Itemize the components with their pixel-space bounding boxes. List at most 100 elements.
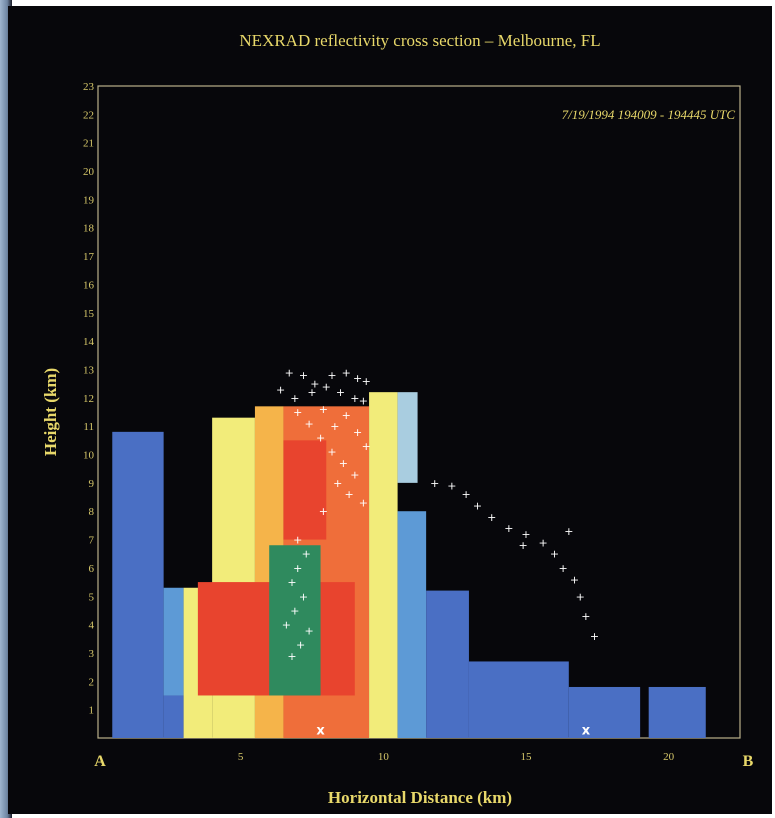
ground-marker-0: x xyxy=(316,723,325,738)
y-tick-label-22: 22 xyxy=(83,109,94,121)
lightning-point-28: + xyxy=(319,505,328,518)
y-tick-label-9: 9 xyxy=(89,478,95,490)
y-tick-label-20: 20 xyxy=(83,166,95,178)
lightning-point-29: + xyxy=(293,534,302,547)
lightning-point-21: + xyxy=(316,432,325,445)
y-tick-label-18: 18 xyxy=(83,223,95,235)
y-tick-label-2: 2 xyxy=(89,676,95,688)
reflectivity-cell-8 xyxy=(397,511,427,738)
lightning-point-45: + xyxy=(521,528,530,541)
lightning-points: + +++ + + +++ + + + + +++++++++++++++++++++++ ++++… xyxy=(276,366,599,738)
lightning-point-38: + xyxy=(287,650,296,663)
lightning-point-50: + xyxy=(576,590,585,603)
lightning-point-0: + xyxy=(285,366,294,379)
lightning-point-33: + xyxy=(299,590,308,603)
y-tick-label-1: 1 xyxy=(89,705,95,717)
lightning-point-27: + xyxy=(359,497,368,510)
y-tick-label-21: 21 xyxy=(83,138,94,150)
reflectivity-cell-7 xyxy=(369,392,398,738)
y-tick-label-7: 7 xyxy=(89,535,95,547)
lightning-point-42: + xyxy=(473,500,482,513)
lightning-point-47: + xyxy=(550,548,559,561)
lightning-point-41: + xyxy=(461,488,470,501)
x-axis-label: Horizontal Distance (km) xyxy=(328,788,512,807)
lightning-point-7: + xyxy=(276,383,285,396)
reflectivity-cell-15 xyxy=(269,545,321,696)
lightning-point-48: + xyxy=(558,562,567,575)
lightning-point-37: + xyxy=(296,638,305,651)
y-tick-label-14: 14 xyxy=(83,336,95,348)
lightning-point-6: + xyxy=(362,375,371,388)
reflectivity-cell-0 xyxy=(112,431,164,738)
y-tick-label-3: 3 xyxy=(89,648,95,660)
reflectivity-regions xyxy=(112,392,706,738)
lightning-point-52: + xyxy=(590,630,599,643)
lightning-point-12: + xyxy=(350,392,359,405)
lightning-point-4: + xyxy=(342,366,351,379)
y-tick-label-12: 12 xyxy=(83,393,94,405)
lightning-point-9: + xyxy=(307,386,316,399)
timestamp-label: 7/19/1994 194009 - 194445 UTC xyxy=(562,107,736,122)
lightning-point-22: + xyxy=(327,446,336,459)
lightning-point-54: + xyxy=(519,539,528,552)
y-tick-label-5: 5 xyxy=(89,591,95,603)
y-tick-label-10: 10 xyxy=(83,450,95,462)
lightning-point-8: + xyxy=(290,392,299,405)
chart-title: NEXRAD reflectivity cross section – Melb… xyxy=(239,31,600,50)
lightning-point-35: + xyxy=(282,619,291,632)
reflectivity-cell-9 xyxy=(426,590,469,738)
reflectivity-cell-10 xyxy=(468,661,569,738)
lightning-point-5: + xyxy=(353,372,362,385)
reflectivity-cell-12 xyxy=(648,686,706,738)
lightning-point-36: + xyxy=(305,624,314,637)
lightning-point-25: + xyxy=(333,477,342,490)
lightning-point-14: + xyxy=(293,406,302,419)
y-tick-label-13: 13 xyxy=(83,364,95,376)
lightning-point-3: + xyxy=(327,369,336,382)
y-tick-label-17: 17 xyxy=(83,251,95,263)
x-tick-label-5: 5 xyxy=(238,751,244,763)
lightning-point-43: + xyxy=(487,511,496,524)
x-tick-label-10: 10 xyxy=(378,751,390,763)
lightning-point-16: + xyxy=(319,403,328,416)
lightning-point-51: + xyxy=(581,610,590,623)
lightning-point-23: + xyxy=(339,457,348,470)
y-tick-label-11: 11 xyxy=(83,421,94,433)
lightning-point-40: + xyxy=(447,480,456,493)
lightning-point-26: + xyxy=(344,488,353,501)
endpoint-b-label: B xyxy=(743,753,754,770)
lightning-point-39: + xyxy=(430,477,439,490)
lightning-point-1: + xyxy=(299,369,308,382)
lightning-point-46: + xyxy=(539,536,548,549)
lightning-point-19: + xyxy=(353,426,362,439)
y-tick-label-19: 19 xyxy=(83,194,95,206)
y-tick-label-15: 15 xyxy=(83,308,95,320)
endpoint-a-label: A xyxy=(94,753,106,770)
reflectivity-cell-11 xyxy=(568,686,641,738)
reflectivity-cell-1 xyxy=(163,695,184,738)
ground-marker-1: x xyxy=(582,723,591,738)
y-axis-label: Height (km) xyxy=(41,368,60,456)
y-tick-label-4: 4 xyxy=(89,620,95,632)
lightning-point-49: + xyxy=(570,573,579,586)
reflectivity-cell-2 xyxy=(163,587,184,696)
lightning-point-31: + xyxy=(293,562,302,575)
lightning-point-17: + xyxy=(330,420,339,433)
y-tick-label-6: 6 xyxy=(89,563,95,575)
lightning-point-15: + xyxy=(305,417,314,430)
reflectivity-cell-16 xyxy=(397,392,418,483)
y-tick-label-23: 23 xyxy=(83,81,95,93)
lightning-point-10: + xyxy=(322,380,331,393)
lightning-point-20: + xyxy=(362,440,371,453)
lightning-point-32: + xyxy=(287,576,296,589)
x-tick-label-20: 20 xyxy=(663,751,675,763)
lightning-point-11: + xyxy=(336,386,345,399)
reflectivity-cell-14 xyxy=(283,440,327,540)
lightning-point-18: + xyxy=(342,409,351,422)
lightning-point-44: + xyxy=(504,522,513,535)
lightning-point-2: + xyxy=(310,378,319,391)
lightning-point-13: + xyxy=(359,395,368,408)
y-tick-label-8: 8 xyxy=(89,506,95,518)
